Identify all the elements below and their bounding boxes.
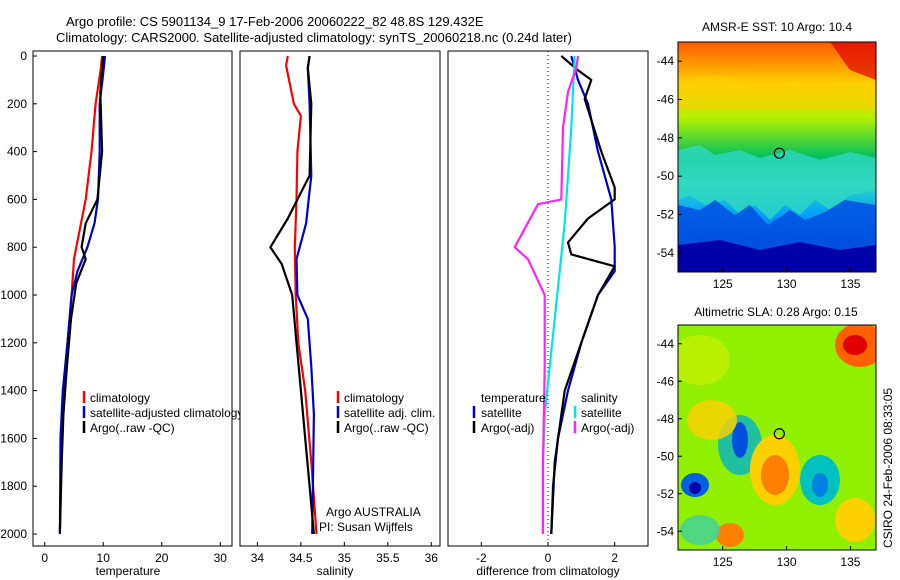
series-line-argo-raw-qc-	[58, 55, 105, 532]
sst-map-axes	[677, 41, 877, 273]
y-tick-label: 0	[20, 49, 27, 63]
argo-float-marker	[773, 147, 785, 159]
legend-heading-salinity: salinity	[581, 391, 618, 405]
sla-map-axes	[677, 324, 877, 551]
map-x-tick-label: 125	[713, 277, 733, 291]
map-y-tick-label: -46	[657, 93, 675, 107]
legend-heading-temperature: temperature	[481, 391, 546, 405]
x-tick-label: -2	[476, 551, 487, 565]
salinity-panel: 34 34.5 35 35.5 36 salinity climatology sate…	[239, 50, 441, 578]
legend-label: satellite	[581, 406, 622, 420]
legend-label: satellite	[481, 406, 522, 420]
series-line-climatology	[285, 55, 318, 535]
y-tick-label: 1600	[0, 431, 27, 445]
temperature-panel: 0 200 400 600 800 1000 1200 1400 1600 1800 2000 0 1…	[0, 49, 452, 578]
legend-label: Argo(-adj)	[481, 421, 534, 435]
legend-label: Argo(..raw -QC)	[90, 421, 175, 435]
y-tick-label: 1400	[0, 384, 27, 398]
y-tick-label: 2000	[0, 527, 27, 541]
salinity-axes	[239, 50, 441, 547]
sla-map-panel: Altimetric SLA: 0.28 Argo: 0.15 125 130 13…	[657, 305, 877, 569]
legend-label: climatology	[90, 391, 150, 405]
map-y-tick-label: -50	[657, 449, 675, 463]
y-tick-label: 1000	[0, 288, 27, 302]
y-tick-label: 1200	[0, 336, 27, 350]
x-tick-label: 2	[611, 551, 618, 565]
x-tick-label: 0	[41, 551, 48, 565]
series-line-satellite-adj-clim-	[295, 55, 315, 535]
map-y-tick-label: -48	[657, 412, 675, 426]
map-x-tick-label: 135	[840, 277, 860, 291]
legend-label: satellite adj. clim.	[344, 406, 435, 420]
map-x-tick-label: 125	[713, 555, 733, 569]
sla-heatmap	[678, 325, 876, 550]
salinity-legend: climatology satellite adj. clim. Argo(..…	[336, 391, 435, 435]
series-line-argo-raw-qc-	[269, 55, 315, 535]
x-tick-label: 10	[97, 551, 111, 565]
sst-map-panel: AMSR-E SST: 10 Argo: 10.4 125 130 135 -44 -4…	[657, 20, 877, 291]
map-y-tick-label: -44	[657, 337, 675, 351]
difference-legend: temperature satellite Argo(-adj) salinit…	[472, 391, 634, 435]
x-tick-label: 35.5	[376, 551, 400, 565]
difference-xlabel: difference from climatology	[476, 564, 619, 578]
sst-map-title: AMSR-E SST: 10 Argo: 10.4	[702, 20, 852, 34]
argo-annotation-line2: PI: Susan Wijffels	[319, 520, 413, 534]
y-tick-label: 400	[7, 145, 27, 159]
legend-label: climatology	[344, 391, 404, 405]
map-y-tick-label: -54	[657, 524, 675, 538]
salinity-xlabel: salinity	[317, 564, 354, 578]
map-y-tick-label: -44	[657, 54, 675, 68]
map-y-tick-label: -46	[657, 374, 675, 388]
map-y-tick-label: -52	[657, 487, 675, 501]
x-tick-label: 36	[425, 551, 439, 565]
map-y-tick-label: -52	[657, 208, 675, 222]
argo-annotation-line1: Argo AUSTRALIA	[326, 505, 421, 519]
y-tick-label: 1800	[0, 479, 27, 493]
argo-float-marker	[773, 428, 785, 440]
x-tick-label: 35	[338, 551, 352, 565]
csiro-timestamp: CSIRO 24-Feb-2006 08:33:05	[881, 388, 895, 548]
map-y-tick-label: -54	[657, 246, 675, 260]
y-tick-label: 800	[7, 240, 27, 254]
x-tick-label: 34	[251, 551, 265, 565]
x-tick-label: 30	[214, 551, 228, 565]
series-line-salinity-argo-adj-	[513, 55, 580, 534]
x-tick-label: 34.5	[289, 551, 313, 565]
x-tick-label: 20	[155, 551, 169, 565]
legend-label: satellite-adjusted climatology	[90, 406, 243, 420]
series-line-temperature-argo-adj-	[550, 55, 616, 535]
map-y-tick-label: -48	[657, 131, 675, 145]
y-tick-label: 600	[7, 192, 27, 206]
map-x-tick-label: 130	[777, 277, 797, 291]
map-x-tick-label: 135	[840, 555, 860, 569]
figure-title-line1: Argo profile: CS 5901134_9 17-Feb-2006 2…	[66, 14, 484, 29]
y-tick-label: 200	[7, 97, 27, 111]
difference-panel: -2 0 2 difference from climatology tempera…	[447, 50, 649, 578]
temperature-axes	[32, 50, 233, 547]
temperature-xlabel: temperature	[96, 564, 161, 578]
x-tick-label: 0	[545, 551, 552, 565]
temperature-legend: climatology satellite-adjusted climatolo…	[82, 391, 243, 435]
figure-title-line2: Climatology: CARS2000. Satellite-adjuste…	[56, 30, 572, 45]
legend-label: Argo(..raw -QC)	[344, 421, 429, 435]
map-y-tick-label: -50	[657, 169, 675, 183]
map-x-tick-label: 130	[777, 555, 797, 569]
sla-map-title: Altimetric SLA: 0.28 Argo: 0.15	[694, 305, 858, 319]
legend-label: Argo(-adj)	[581, 421, 634, 435]
